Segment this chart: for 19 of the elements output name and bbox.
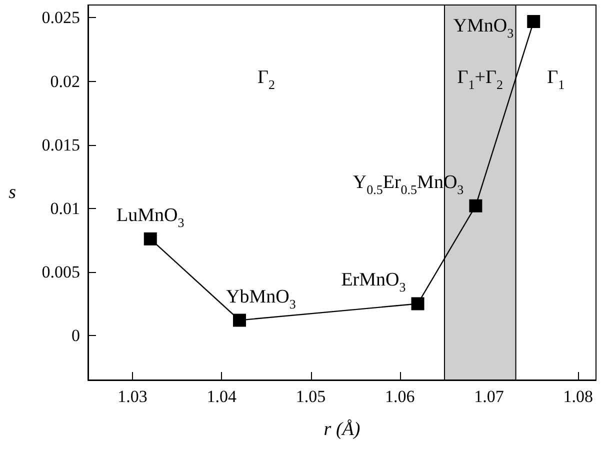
x-tick-label: 1.08 [563, 387, 594, 406]
point [469, 199, 482, 212]
y-tick-label: 0.01 [50, 198, 80, 218]
x-tick-label: 1.06 [385, 387, 415, 406]
y-tick-label: 0.005 [42, 262, 80, 282]
y-axis-title: s [8, 182, 16, 203]
x-tick-label: 1.07 [474, 387, 504, 406]
y-tick-label: 0.015 [42, 135, 80, 154]
x-tick-label: 1.05 [296, 387, 326, 406]
point [527, 15, 540, 28]
point [233, 314, 246, 327]
point [411, 297, 424, 310]
y-tick-label: 0.02 [50, 72, 80, 91]
x-tick-label: 1.03 [118, 387, 148, 406]
x-axis-title: r (Å) [324, 419, 360, 440]
x-tick-label: 1.04 [206, 387, 238, 406]
point [144, 232, 157, 246]
y-tick-label: 0.025 [42, 8, 80, 28]
y-tick-label: 0 [72, 326, 80, 346]
